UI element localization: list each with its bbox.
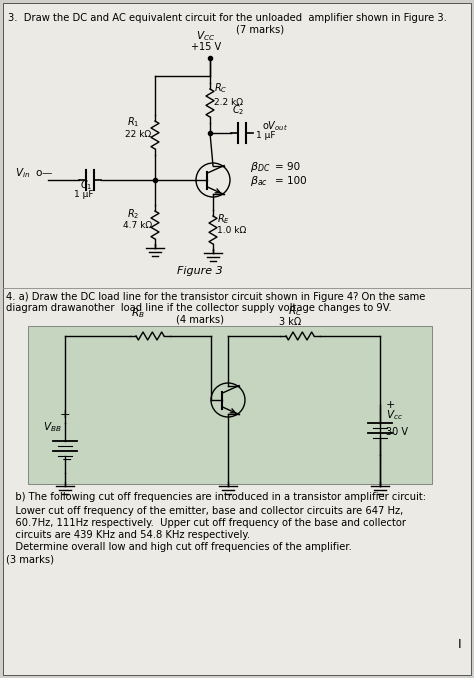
Text: −: − (62, 454, 73, 467)
Text: = 90: = 90 (275, 162, 300, 172)
Text: 1 μF: 1 μF (74, 190, 94, 199)
Text: $C_1$: $C_1$ (80, 178, 92, 192)
Text: (4 marks): (4 marks) (176, 315, 224, 325)
Text: 3.  Draw the DC and AC equivalent circuit for the unloaded  amplifier shown in F: 3. Draw the DC and AC equivalent circuit… (8, 13, 447, 23)
Text: (7 marks): (7 marks) (236, 24, 284, 34)
Text: +: + (386, 400, 395, 410)
Text: (3 marks): (3 marks) (6, 555, 54, 565)
Text: 60.7Hz, 111Hz respectively.  Upper cut off frequency of the base and collector: 60.7Hz, 111Hz respectively. Upper cut of… (6, 518, 406, 528)
Bar (28, 326, 432, 484)
Text: $V_{cc}$: $V_{cc}$ (386, 408, 403, 422)
Text: circuits are 439 KHz and 54.8 KHz respectively.: circuits are 439 KHz and 54.8 KHz respec… (6, 530, 250, 540)
Text: $\beta_{ac}$: $\beta_{ac}$ (250, 174, 268, 188)
Text: o$V_{out}$: o$V_{out}$ (262, 119, 288, 133)
Text: +: + (60, 408, 71, 421)
Text: Determine overall low and high cut off frequencies of the amplifier.: Determine overall low and high cut off f… (6, 542, 352, 552)
Text: diagram drawanother  load line if the collector supply voltage changes to 9V.: diagram drawanother load line if the col… (6, 303, 392, 313)
Text: $R_1$: $R_1$ (127, 115, 139, 129)
Text: $R_C$: $R_C$ (288, 304, 302, 318)
Text: $R_2$: $R_2$ (127, 207, 139, 221)
Text: $V_{BB}$: $V_{BB}$ (43, 420, 62, 434)
Text: I: I (458, 638, 462, 651)
Text: $V_{CC}$: $V_{CC}$ (196, 29, 216, 43)
Text: 4.7 kΩ: 4.7 kΩ (123, 221, 152, 230)
Text: 22 kΩ: 22 kΩ (125, 130, 151, 139)
Text: 3 kΩ: 3 kΩ (279, 317, 301, 327)
Text: +15 V: +15 V (191, 42, 221, 52)
Text: 1.0 kΩ: 1.0 kΩ (217, 226, 246, 235)
Text: Figure 3: Figure 3 (177, 266, 223, 276)
Text: $R_E$: $R_E$ (217, 212, 230, 226)
Text: $R_C$: $R_C$ (214, 81, 228, 95)
Text: 2.2 kΩ: 2.2 kΩ (214, 98, 243, 107)
Text: $V_{in}$  o—: $V_{in}$ o— (15, 166, 54, 180)
Text: $\beta_{DC}$: $\beta_{DC}$ (250, 160, 271, 174)
Text: = 100: = 100 (275, 176, 307, 186)
Text: 30 V: 30 V (386, 427, 408, 437)
Text: $C_2$: $C_2$ (232, 103, 244, 117)
Text: $R_B$: $R_B$ (131, 306, 145, 320)
Text: b) The following cut off frequencies are introduced in a transistor amplifier ci: b) The following cut off frequencies are… (6, 492, 426, 502)
Text: Lower cut off frequency of the emitter, base and collector circuits are 647 Hz,: Lower cut off frequency of the emitter, … (6, 506, 403, 516)
Text: 4. a) Draw the DC load line for the transistor circuit shown in Figure 4? On the: 4. a) Draw the DC load line for the tran… (6, 292, 425, 302)
Text: 1 μF: 1 μF (256, 131, 275, 140)
